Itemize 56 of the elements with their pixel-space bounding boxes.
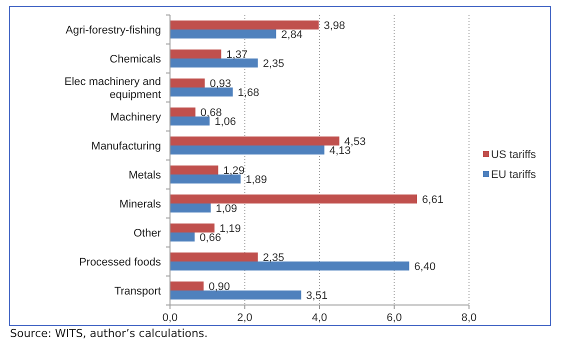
bar — [170, 224, 214, 232]
data-label: 1,19 — [219, 223, 241, 236]
legend-label: EU tariffs — [491, 169, 537, 181]
bar — [170, 166, 218, 174]
bar — [170, 58, 258, 68]
bar — [170, 204, 211, 212]
data-label: 1,29 — [223, 165, 245, 178]
y-tick-label: Elec machinery and equipment — [64, 76, 161, 101]
bar — [170, 20, 319, 30]
data-label: 1,37 — [226, 49, 248, 62]
bar — [170, 252, 258, 262]
data-label: 2,35 — [262, 252, 284, 264]
y-tick-label: Manufacturing — [91, 140, 161, 152]
bar — [170, 116, 210, 126]
x-tick-label: 0,0 — [162, 312, 178, 324]
data-label: 6,40 — [414, 260, 436, 273]
data-label: 0,90 — [208, 281, 230, 294]
data-label: 1,06 — [214, 116, 236, 128]
bar — [170, 290, 302, 300]
bar — [170, 146, 324, 154]
x-tick-label: 4,0 — [312, 312, 328, 324]
data-label: 1,89 — [246, 174, 268, 186]
data-label: 3,98 — [324, 20, 346, 32]
data-label: 6,61 — [422, 194, 444, 206]
legend-label: US tariffs — [491, 149, 537, 161]
bar — [170, 194, 418, 204]
bar — [170, 88, 233, 96]
data-label: 0,66 — [200, 232, 222, 244]
y-tick-label: Metals — [128, 170, 162, 182]
data-label: 1,68 — [238, 86, 260, 99]
bar — [170, 108, 196, 116]
bar — [170, 78, 205, 88]
bar — [170, 136, 340, 146]
y-tick-label: Chemicals — [110, 54, 162, 66]
y-tick-label: Transport — [114, 286, 161, 298]
x-tick-label: 8,0 — [461, 312, 477, 324]
data-label: 2,84 — [281, 28, 303, 41]
x-tick-label: 6,0 — [386, 312, 402, 324]
y-tick-label: Processed foods — [79, 256, 162, 268]
data-label: 1,09 — [216, 202, 238, 215]
bar — [170, 30, 276, 38]
bar — [170, 50, 222, 58]
y-tick-label: Machinery — [110, 112, 162, 124]
y-tick-label: Agri-forestry-fishing — [66, 24, 161, 36]
data-label: 0,93 — [210, 78, 232, 90]
y-tick-label: Other — [133, 228, 162, 240]
bar — [170, 262, 410, 270]
bar — [170, 174, 241, 184]
y-tick-label: Minerals — [119, 198, 162, 210]
data-label: 4,13 — [329, 144, 351, 157]
data-label: 2,35 — [262, 58, 284, 70]
bar — [170, 282, 204, 290]
x-tick-label: 2,0 — [237, 312, 252, 324]
source-note: Source: WITS, author’s calculations. — [10, 327, 208, 340]
data-label: 3,51 — [306, 290, 328, 302]
bar — [170, 232, 195, 242]
